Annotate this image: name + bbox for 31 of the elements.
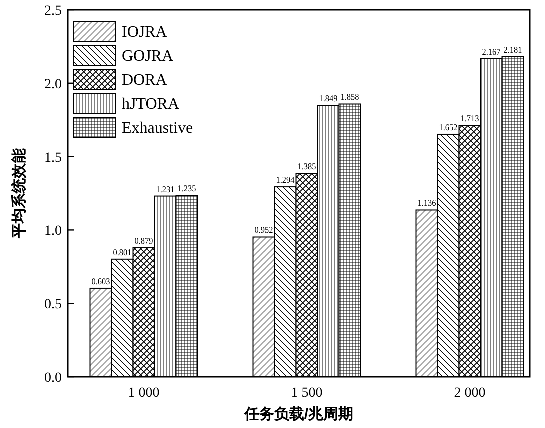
legend-label: DORA [122, 72, 168, 89]
y-tick-label: 0.0 [44, 371, 62, 386]
data-label: 1.294 [276, 175, 296, 186]
data-label: 1.231 [156, 184, 176, 194]
x-tick-label: 1 500 [291, 386, 323, 401]
y-axis-title: 平均系统效能 [11, 148, 28, 240]
y-tick-label: 2.0 [44, 77, 62, 92]
legend-label: GOJRA [122, 48, 174, 65]
x-tick-label: 1 000 [128, 386, 160, 401]
y-tick-label: 2.5 [44, 4, 62, 19]
y-tick-label: 1.0 [44, 224, 62, 240]
data-label: 1.136 [418, 198, 438, 208]
data-label: 0.879 [134, 236, 155, 246]
data-label: 1.652 [439, 122, 460, 132]
y-tick-label: 1.5 [44, 150, 62, 166]
data-label: 1.713 [460, 114, 481, 124]
data-label: 0.952 [254, 225, 275, 236]
x-axis-title: 任务负载/兆周期 [243, 406, 354, 423]
data-label: 1.235 [178, 184, 198, 194]
data-label: 2.167 [482, 46, 502, 57]
data-label: 1.385 [298, 162, 318, 172]
legend-label: Exhaustive [122, 120, 194, 137]
x-tick-label: 2 000 [454, 386, 486, 401]
legend-label: IOJRA [122, 24, 168, 41]
legend-label: hJTORA [122, 96, 180, 113]
data-label: 0.801 [113, 247, 134, 258]
data-label: 0.603 [92, 276, 112, 286]
data-label: 1.858 [340, 92, 361, 102]
data-label: 1.849 [319, 94, 340, 104]
data-label: 2.181 [504, 44, 524, 55]
y-tick-label: 0.5 [44, 298, 62, 313]
